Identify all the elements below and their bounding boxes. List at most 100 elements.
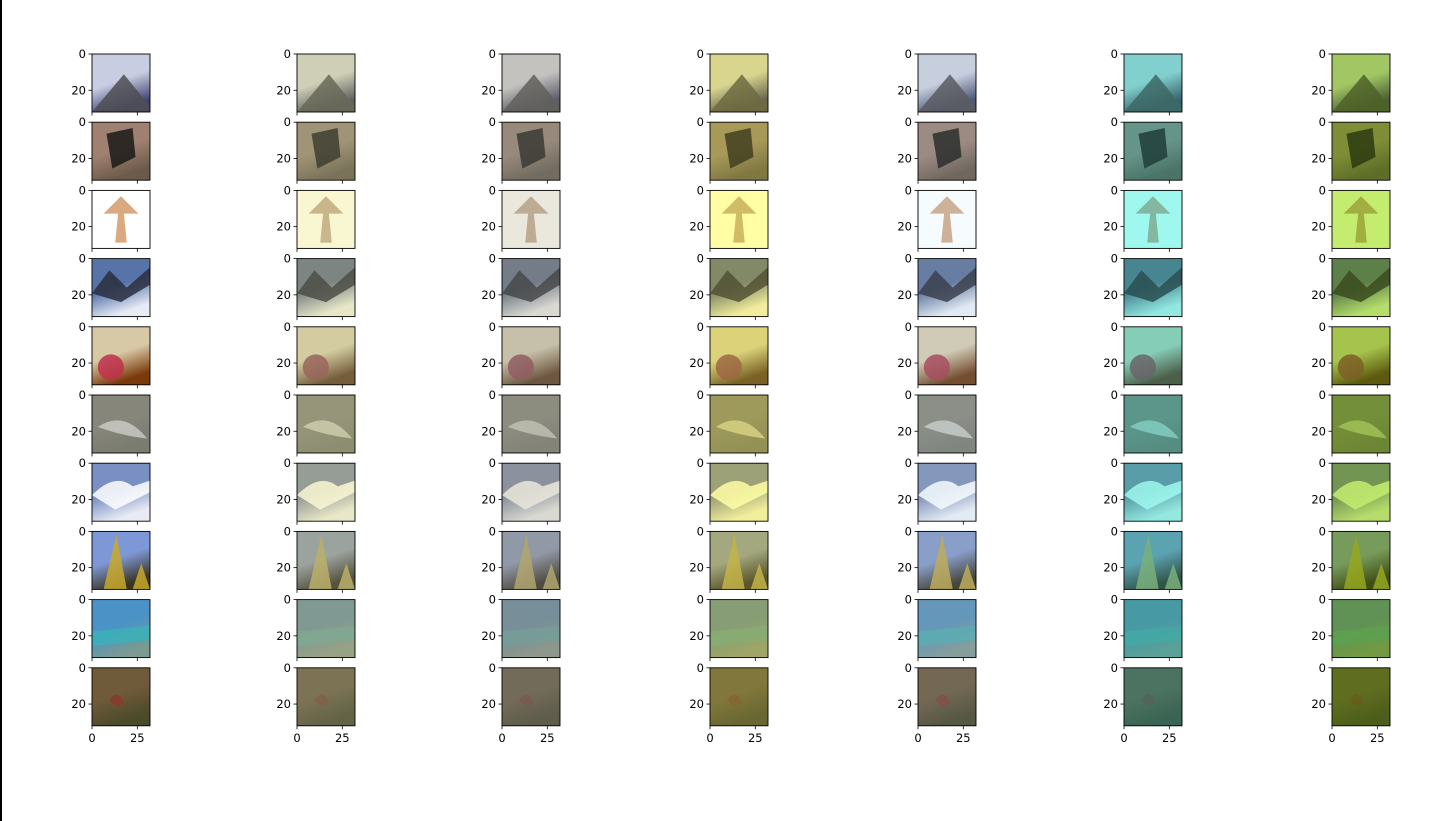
y-tick-label: 20 (1103, 629, 1118, 643)
thumbnail-subject (1141, 694, 1156, 707)
thumbnail-r0-c3: 0 20 (689, 47, 769, 116)
thumbnail-subject (1124, 480, 1182, 510)
y-tick-label: 20 (71, 629, 86, 643)
thumbnail-r3-c3: 0 20 (689, 252, 769, 321)
axes-frame (917, 667, 977, 727)
axes-frame (1123, 462, 1183, 522)
y-tick-label: 0 (1319, 388, 1326, 402)
y-tick-label: 20 (71, 220, 86, 234)
thumbnail-subject (103, 534, 150, 590)
thumbnail-r5-c0: 0 20 (71, 388, 151, 457)
y-tick-label: 0 (1319, 183, 1326, 197)
thumbnail-r7-c0: 0 20 (71, 524, 151, 593)
y-tick-label: 20 (1103, 220, 1118, 234)
x-tick-label: 0 (706, 731, 713, 745)
thumbnail-r9-c5: 0 20 0 25 (1103, 661, 1183, 745)
thumbnail-r2-c6: 0 20 (1311, 183, 1391, 252)
thumbnail-subject (297, 74, 355, 112)
thumbnail-subject (109, 694, 124, 707)
y-tick-label: 20 (689, 492, 704, 506)
y-tick-label: 0 (1319, 456, 1326, 470)
axes-frame (1331, 462, 1391, 522)
thumbnail-subject (724, 128, 754, 169)
axes-frame (709, 394, 769, 454)
thumbnail-r8-c2: 0 20 (481, 593, 561, 662)
y-tick-label: 20 (481, 424, 496, 438)
y-tick-label: 0 (905, 115, 912, 129)
x-tick-label: 25 (335, 731, 350, 745)
x-tick-label: 0 (498, 731, 505, 745)
y-tick-label: 20 (1311, 288, 1326, 302)
thumbnail-subject (918, 74, 976, 112)
thumbnail-subject (507, 420, 558, 439)
axes-frame (1331, 189, 1391, 249)
y-tick-label: 20 (71, 697, 86, 711)
thumbnail-r2-c4: 0 20 (897, 183, 977, 252)
thumbnail-r5-c1: 0 20 (276, 388, 356, 457)
axes-frame (501, 394, 561, 454)
axes-frame (1123, 667, 1183, 727)
y-tick-label: 20 (1311, 629, 1326, 643)
thumbnail-subject (1343, 534, 1390, 590)
y-tick-label: 20 (1311, 424, 1326, 438)
y-tick-label: 0 (284, 661, 291, 675)
thumbnail-subject (516, 128, 546, 169)
y-tick-label: 0 (1111, 252, 1118, 266)
y-tick-label: 20 (1311, 220, 1326, 234)
y-tick-label: 0 (697, 456, 704, 470)
thumbnail-subject (92, 74, 150, 112)
axes-frame (1331, 667, 1391, 727)
axes-frame (709, 462, 769, 522)
thumbnail-r1-c1: 0 20 (276, 115, 356, 184)
x-tick-label: 0 (88, 731, 95, 745)
thumbnail-subject (106, 128, 136, 169)
axes-frame (1123, 258, 1183, 318)
thumbnail-r4-c1: 0 20 (276, 320, 356, 389)
axes-frame (296, 394, 356, 454)
y-tick-label: 20 (689, 697, 704, 711)
axes-frame (1123, 599, 1183, 659)
thumbnail-subject (929, 196, 965, 243)
y-tick-label: 20 (897, 356, 912, 370)
thumbnail-r6-c5: 0 20 (1103, 456, 1183, 525)
x-tick-label: 0 (914, 731, 921, 745)
axes-frame (296, 189, 356, 249)
thumbnail-subject (1332, 74, 1390, 112)
thumbnail-subject (513, 534, 560, 590)
axes-frame (501, 530, 561, 590)
y-tick-label: 20 (689, 629, 704, 643)
y-tick-label: 0 (79, 47, 86, 61)
y-tick-label: 0 (489, 388, 496, 402)
thumbnail-r9-c3: 0 20 0 25 (689, 661, 769, 745)
thumbnail-r5-c2: 0 20 (481, 388, 561, 457)
axes-frame (709, 53, 769, 113)
thumbnail-r3-c4: 0 20 (897, 252, 977, 321)
y-tick-label: 20 (689, 356, 704, 370)
y-tick-label: 0 (284, 183, 291, 197)
thumbnail-image (1124, 326, 1182, 385)
thumbnail-r8-c1: 0 20 (276, 593, 356, 662)
thumbnail-r0-c0: 0 20 (71, 47, 151, 116)
axes-frame (91, 258, 151, 318)
thumbnail-subject (1337, 420, 1388, 439)
y-tick-label: 20 (1103, 356, 1118, 370)
axes-frame (501, 599, 561, 659)
thumbnail-image (710, 326, 768, 385)
x-tick-label: 0 (1328, 731, 1335, 745)
thumbnail-subject (1124, 74, 1182, 112)
thumbnail-subject (1124, 267, 1182, 303)
y-tick-label: 20 (1311, 151, 1326, 165)
thumbnail-r0-c5: 0 20 (1103, 47, 1183, 116)
axes-frame (501, 121, 561, 181)
y-tick-label: 0 (905, 183, 912, 197)
y-tick-label: 20 (481, 356, 496, 370)
y-tick-label: 0 (79, 524, 86, 538)
axes-frame (917, 326, 977, 386)
y-tick-label: 20 (689, 83, 704, 97)
axes-frame (91, 667, 151, 727)
x-tick-label: 25 (748, 731, 763, 745)
thumbnail-r4-c3: 0 20 (689, 320, 769, 389)
axes-frame (501, 667, 561, 727)
y-tick-label: 0 (79, 115, 86, 129)
